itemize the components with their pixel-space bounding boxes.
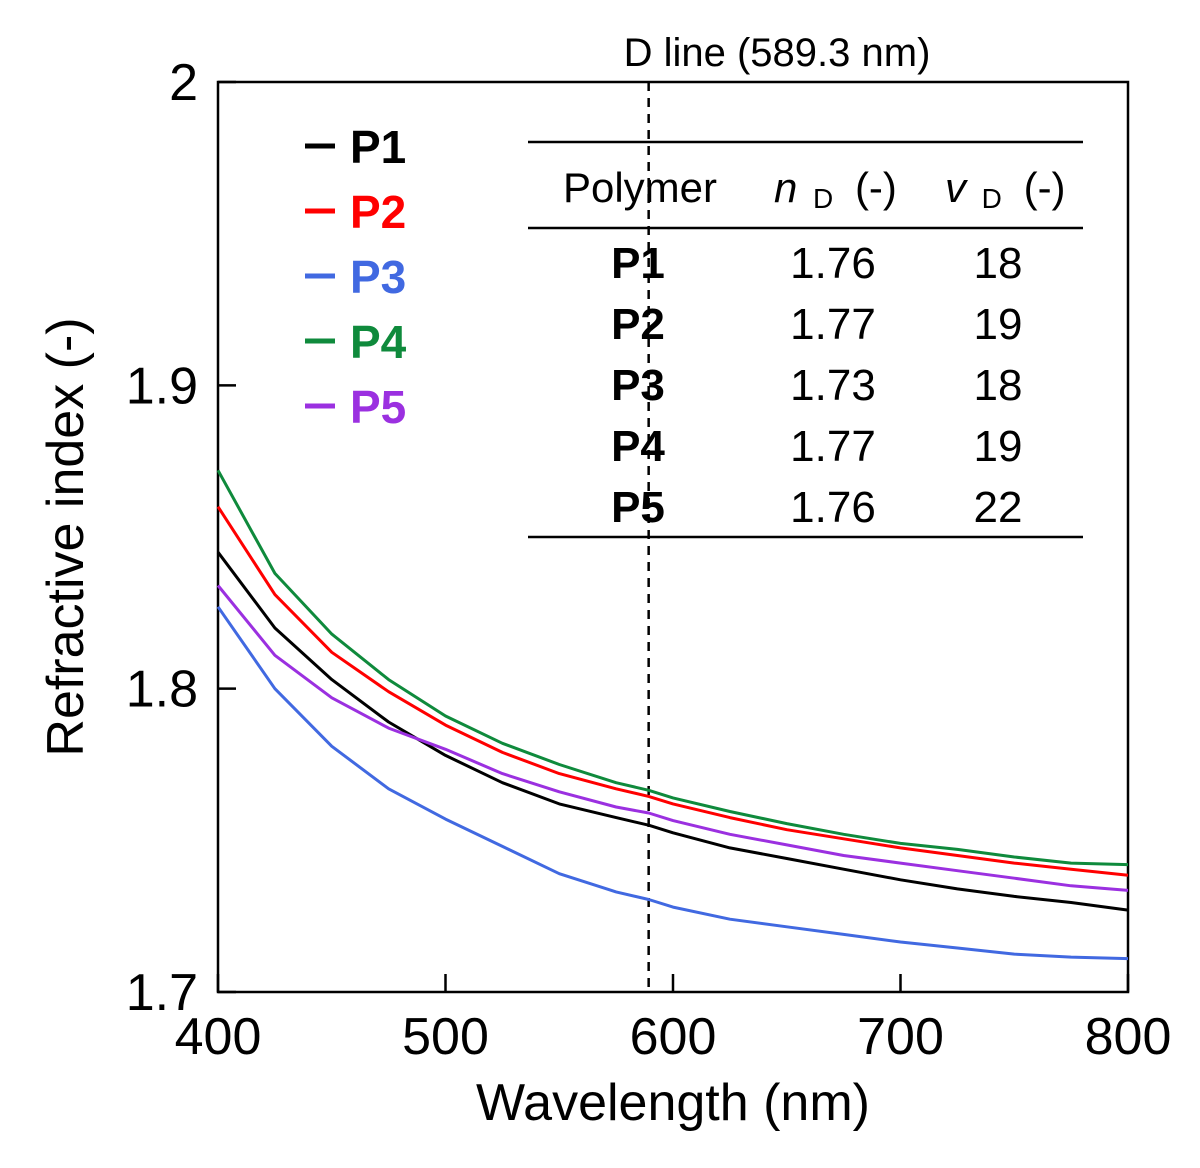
properties-table: Polymer n D (-) v D (-) P1 1.76 18 P2 1.77 19… (528, 140, 1083, 539)
vd-symbol: v (945, 164, 969, 211)
legend-label-p4: P4 (350, 316, 407, 368)
table-body: P1 1.76 18 P2 1.77 19 P3 1.73 18 P4 1.77 19 P5 1.76 22 (611, 239, 1022, 532)
series-line-p2 (216, 505, 1129, 877)
nd-subscript: D (813, 183, 833, 214)
table-header-nd: n D (-) (774, 164, 897, 217)
series-line-p5 (216, 584, 1129, 892)
x-tick-label: 800 (1085, 1008, 1172, 1066)
x-tick-label: 700 (857, 1008, 944, 1066)
nd-symbol: n (774, 164, 797, 211)
table-cell-polymer: P2 (611, 300, 665, 349)
table-cell-nd: 1.77 (790, 422, 876, 471)
d-line-annotation: D line (589.3 nm) (624, 31, 931, 75)
series-lines (216, 469, 1129, 961)
y-axis-title: Refractive index (-) (37, 317, 95, 756)
table-cell-nd: 1.76 (790, 483, 876, 532)
table-header-vd: v D (-) (945, 164, 1066, 217)
table-header-polymer: Polymer (563, 164, 717, 211)
x-axis-title: Wavelength (nm) (476, 1074, 870, 1132)
table-cell-polymer: P3 (611, 361, 665, 410)
vd-subscript: D (982, 183, 1002, 214)
table-cell-vd: 22 (974, 483, 1023, 532)
table-cell-vd: 18 (974, 239, 1023, 288)
y-tick-label: 1.7 (126, 964, 198, 1022)
x-tick-label: 600 (630, 1008, 717, 1066)
table-cell-nd: 1.73 (790, 361, 876, 410)
axis-ticks: 400 500 600 700 800 1.7 1.8 1.9 2 (126, 54, 1172, 1066)
legend-label-p1: P1 (350, 121, 406, 173)
series-line-p4 (216, 469, 1129, 867)
nd-unit: (-) (855, 164, 897, 211)
series-line-p3 (216, 605, 1129, 961)
y-tick-label: 1.9 (126, 357, 198, 415)
legend: P1 P2 P3 P4 P5 (305, 121, 407, 433)
legend-label-p5: P5 (350, 381, 406, 433)
table-cell-polymer: P4 (611, 422, 665, 471)
y-tick-label: 1.8 (126, 661, 198, 719)
x-tick-label: 500 (402, 1008, 489, 1066)
table-cell-nd: 1.76 (790, 239, 876, 288)
series-line-p1 (216, 551, 1129, 912)
table-cell-polymer: P5 (611, 483, 665, 532)
table-cell-polymer: P1 (611, 239, 665, 288)
x-tick-label: 400 (175, 1008, 262, 1066)
table-cell-vd: 19 (974, 422, 1023, 471)
table-cell-vd: 19 (974, 300, 1023, 349)
legend-label-p2: P2 (350, 186, 406, 238)
y-tick-label: 2 (169, 54, 198, 112)
table-cell-vd: 18 (974, 361, 1023, 410)
legend-label-p3: P3 (350, 251, 406, 303)
table-cell-nd: 1.77 (790, 300, 876, 349)
vd-unit: (-) (1024, 164, 1066, 211)
